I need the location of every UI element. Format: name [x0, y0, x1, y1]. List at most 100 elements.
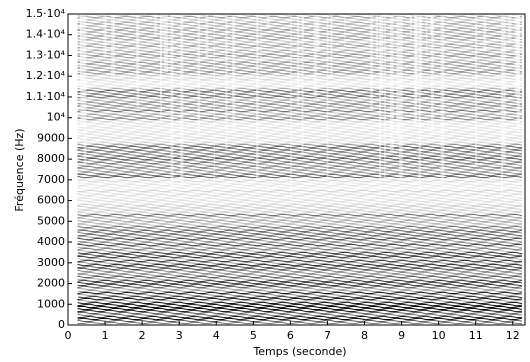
y-tick-label: 1.2·10⁴	[26, 69, 66, 82]
x-tick-label: 9	[398, 329, 405, 342]
texture-band	[77, 271, 523, 275]
texture-band	[77, 139, 523, 143]
texture-band	[77, 47, 523, 51]
texture-band	[77, 25, 523, 29]
texture-band	[77, 31, 523, 35]
y-tick-label: 1.5·10⁴	[26, 7, 66, 20]
texture-band	[77, 51, 523, 55]
x-tick-label: 2	[139, 329, 146, 342]
texture-band	[77, 187, 523, 191]
y-tick-label: 2000	[37, 277, 65, 290]
y-tick-label: 3000	[37, 256, 65, 269]
texture-band	[77, 191, 523, 195]
texture-band	[77, 169, 523, 173]
texture-band	[77, 209, 523, 213]
texture-band	[77, 79, 523, 83]
texture-band	[77, 205, 523, 209]
texture-band	[77, 29, 523, 33]
texture-band	[77, 253, 523, 257]
y-tick-label: 0	[58, 318, 65, 331]
texture-band	[77, 293, 523, 297]
texture-band	[77, 87, 523, 91]
y-tick-label: 7000	[37, 173, 65, 186]
y-tick-label: 1.4·10⁴	[26, 28, 66, 41]
texture-band	[77, 305, 523, 309]
texture-band	[77, 43, 523, 47]
texture-band	[77, 225, 523, 229]
texture-band	[77, 273, 523, 277]
x-tick-label: 1	[102, 329, 109, 342]
texture-band	[77, 241, 523, 245]
texture-band	[77, 137, 523, 141]
texture-band	[77, 81, 523, 85]
texture-band	[77, 297, 523, 301]
texture-band	[77, 245, 523, 249]
texture-band	[77, 237, 523, 241]
texture-band	[77, 231, 523, 235]
y-tick-label: 1.3·10⁴	[26, 48, 66, 61]
texture-band	[77, 189, 523, 193]
texture-band	[77, 67, 523, 71]
texture-band	[77, 315, 523, 319]
x-axis-title: Temps (seconde)	[252, 345, 346, 358]
texture-band	[77, 135, 523, 139]
texture-band	[77, 181, 523, 185]
texture-band	[77, 165, 523, 169]
x-tick-label: 5	[250, 329, 257, 342]
texture-band	[77, 113, 523, 117]
texture-band	[77, 149, 523, 153]
texture-band	[77, 107, 523, 111]
y-tick-label: 1.1·10⁴	[26, 90, 66, 103]
x-tick-label: 0	[65, 329, 72, 342]
texture-band	[77, 299, 523, 303]
texture-band	[77, 103, 523, 107]
texture-band	[77, 15, 523, 19]
texture-band	[77, 243, 523, 247]
texture-band	[77, 257, 523, 261]
texture-band	[77, 255, 523, 259]
y-tick-label: 4000	[37, 235, 65, 248]
texture-band	[77, 69, 523, 73]
texture-band	[77, 219, 523, 223]
texture-band	[77, 215, 523, 219]
texture-band	[77, 159, 523, 163]
texture-band	[77, 101, 523, 105]
x-tick-label: 10	[432, 329, 446, 342]
texture-band	[77, 27, 523, 31]
texture-band	[77, 147, 523, 151]
texture-band	[77, 49, 523, 53]
texture-band	[77, 217, 523, 221]
texture-band	[77, 119, 523, 123]
texture-band	[77, 301, 523, 305]
texture-band	[77, 21, 523, 25]
texture-band	[77, 115, 523, 119]
texture-band	[77, 307, 523, 311]
texture-band	[77, 129, 523, 133]
texture-band	[77, 179, 523, 183]
x-tick-label: 11	[469, 329, 483, 342]
texture-band	[77, 249, 523, 253]
texture-band	[77, 151, 523, 155]
texture-band	[77, 105, 523, 109]
texture-band	[77, 23, 522, 27]
texture-band	[77, 33, 523, 37]
texture-band	[77, 229, 523, 233]
texture-band	[77, 91, 523, 95]
texture-band	[77, 309, 523, 313]
texture-band	[77, 99, 523, 103]
texture-band	[77, 121, 523, 125]
texture-band	[77, 111, 523, 115]
texture-band	[77, 269, 523, 273]
plot-frame	[67, 13, 526, 326]
texture-band	[77, 109, 523, 113]
texture-band	[77, 45, 522, 49]
texture-band	[77, 127, 523, 131]
texture-band	[77, 75, 523, 79]
texture-band	[77, 175, 523, 179]
texture-band	[77, 55, 523, 59]
texture-band	[77, 275, 523, 279]
x-tick-label: 6	[287, 329, 294, 342]
x-tick-label: 8	[361, 329, 368, 342]
texture-band	[77, 163, 523, 167]
